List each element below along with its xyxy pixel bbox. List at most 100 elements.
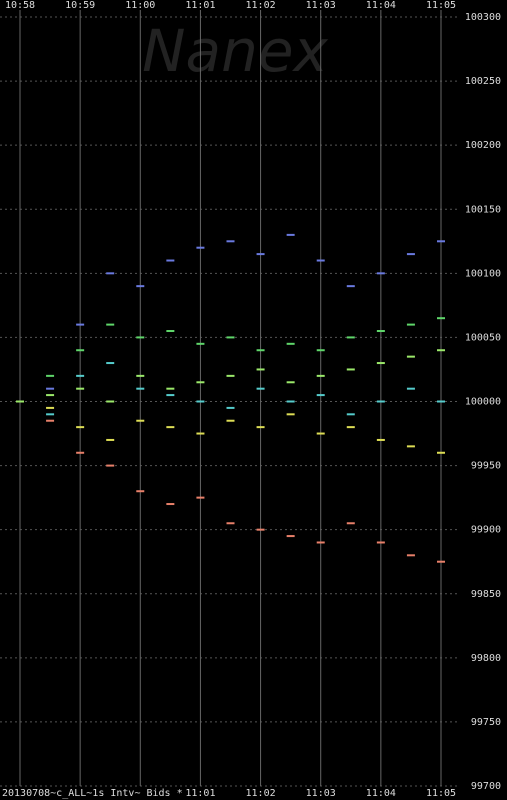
data-point <box>286 233 295 236</box>
data-point <box>316 374 325 377</box>
data-point <box>16 400 24 403</box>
data-point <box>286 535 295 538</box>
data-point <box>346 336 355 339</box>
data-point <box>226 419 235 422</box>
data-point <box>256 528 265 531</box>
data-point <box>346 368 355 371</box>
y-tick-label: 99950 <box>471 461 501 472</box>
data-point <box>376 541 385 544</box>
data-point <box>226 406 235 409</box>
y-tick-label: 99750 <box>471 717 501 728</box>
data-point <box>376 400 385 403</box>
data-point <box>376 362 385 365</box>
data-point <box>226 336 235 339</box>
x-tick-label: 11:03 <box>306 0 336 11</box>
data-point <box>437 240 445 243</box>
watermark: Nanex <box>142 17 328 85</box>
data-point <box>256 253 265 256</box>
data-point <box>196 246 205 249</box>
data-point <box>256 368 265 371</box>
data-point <box>196 496 205 499</box>
data-point <box>346 522 355 525</box>
data-point <box>196 342 205 345</box>
data-point <box>196 432 205 435</box>
x-tick-label: 11:05 <box>426 0 456 11</box>
data-point <box>316 394 325 397</box>
data-point <box>226 374 235 377</box>
data-point <box>166 394 175 397</box>
data-point <box>136 336 145 339</box>
x-tick-label: 10:59 <box>65 0 95 11</box>
data-point <box>46 419 55 422</box>
data-point <box>376 330 385 333</box>
data-point <box>136 490 145 493</box>
y-tick-label: 100200 <box>465 140 501 151</box>
data-point <box>346 285 355 288</box>
data-point <box>46 387 55 390</box>
data-point <box>136 419 145 422</box>
data-point <box>346 413 355 416</box>
y-tick-label: 100100 <box>465 268 501 279</box>
data-point <box>166 503 175 506</box>
data-point <box>166 330 175 333</box>
data-point <box>406 355 415 358</box>
y-tick-label: 100300 <box>465 12 501 23</box>
data-point <box>286 400 295 403</box>
data-point <box>406 253 415 256</box>
x-tick-label: 11:02 <box>246 788 276 799</box>
data-point <box>136 387 145 390</box>
data-point <box>76 426 85 429</box>
data-point <box>316 259 325 262</box>
data-point <box>286 381 295 384</box>
data-point <box>406 387 415 390</box>
data-point <box>46 374 55 377</box>
data-point <box>106 464 115 467</box>
data-point <box>437 349 445 352</box>
data-point <box>76 374 85 377</box>
x-tick-label: 10:58 <box>5 0 35 11</box>
data-point <box>166 387 175 390</box>
data-point <box>106 323 115 326</box>
data-point <box>437 400 445 403</box>
data-point <box>106 400 115 403</box>
data-point <box>406 445 415 448</box>
data-point <box>46 413 55 416</box>
x-tick-label: 11:04 <box>366 788 396 799</box>
data-point <box>136 374 145 377</box>
data-point <box>76 451 85 454</box>
data-point <box>76 387 85 390</box>
data-point <box>286 342 295 345</box>
x-tick-label: 11:00 <box>125 0 155 11</box>
y-tick-label: 99700 <box>471 781 501 792</box>
data-point <box>226 240 235 243</box>
data-point <box>46 406 55 409</box>
y-tick-label: 99850 <box>471 589 501 600</box>
data-point <box>286 413 295 416</box>
data-point <box>106 438 115 441</box>
caption: 20130708~c_ALL~1s Intv~ Bids * <box>2 788 183 799</box>
data-point <box>406 554 415 557</box>
data-point <box>437 560 445 563</box>
data-point <box>437 317 445 320</box>
data-point <box>437 451 445 454</box>
data-point <box>226 522 235 525</box>
data-point <box>316 349 325 352</box>
data-point <box>46 394 55 397</box>
data-point <box>376 438 385 441</box>
y-tick-label: 100000 <box>465 397 501 408</box>
y-tick-label: 100050 <box>465 332 501 343</box>
data-point <box>106 272 115 275</box>
data-point <box>346 426 355 429</box>
x-tick-label: 11:02 <box>246 0 276 11</box>
data-point <box>136 285 145 288</box>
data-point <box>316 541 325 544</box>
y-tick-label: 100150 <box>465 204 501 215</box>
data-point <box>256 349 265 352</box>
data-point <box>316 432 325 435</box>
data-point <box>106 362 115 365</box>
x-tick-label: 11:05 <box>426 788 456 799</box>
data-point <box>166 426 175 429</box>
y-tick-label: 100250 <box>465 76 501 87</box>
x-tick-label: 11:01 <box>185 788 215 799</box>
